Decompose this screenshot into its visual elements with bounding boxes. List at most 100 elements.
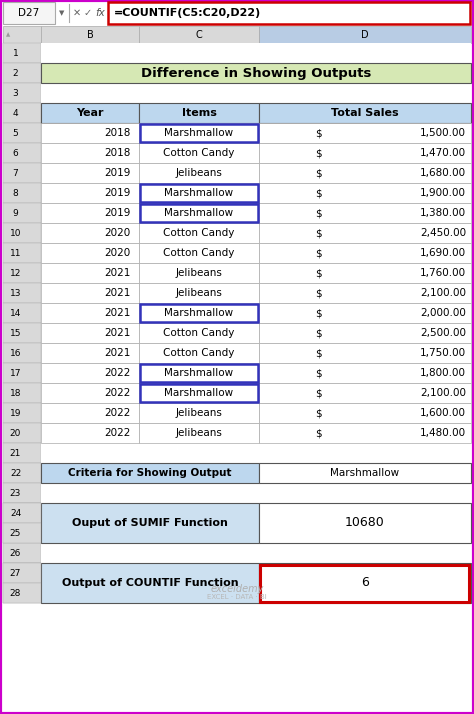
Text: 6: 6 [13,149,18,158]
Bar [140,184,258,202]
Bar [3,503,41,523]
Bar [41,523,471,543]
Text: 2018: 2018 [105,128,131,138]
Text: 27: 27 [10,568,21,578]
Bar [259,203,471,223]
Text: Difference in Showing Outputs: Difference in Showing Outputs [141,66,371,79]
Bar [259,323,471,343]
Bar [41,563,471,583]
Text: 19: 19 [10,408,21,418]
Bar [139,243,259,263]
Bar [41,423,139,443]
Text: 1: 1 [13,49,18,58]
Text: 22: 22 [10,468,21,478]
Text: 2,000.00: 2,000.00 [420,308,466,318]
Text: Marshmallow: Marshmallow [164,188,234,198]
Text: Cotton Candy: Cotton Candy [164,328,235,338]
Bar [41,543,471,563]
Text: 7: 7 [13,169,18,178]
Bar [41,363,471,383]
Text: 9: 9 [13,208,18,218]
Bar [140,384,258,402]
Bar [3,383,41,403]
Bar [140,304,258,322]
Bar [41,63,471,83]
Text: 18: 18 [10,388,21,398]
Bar [3,63,41,83]
Bar [41,243,471,263]
Bar [41,26,139,43]
Text: $: $ [315,408,322,418]
Bar [41,283,471,303]
Text: ✕: ✕ [73,8,81,18]
Text: 2021: 2021 [105,288,131,298]
Text: D27: D27 [18,8,40,18]
Bar [41,503,471,523]
Text: 1,900.00: 1,900.00 [420,188,466,198]
Text: 2,100.00: 2,100.00 [420,388,466,398]
Bar [139,323,259,343]
Text: 2: 2 [13,69,18,78]
Text: 11: 11 [10,248,21,258]
Bar [41,343,139,363]
Bar [3,183,41,203]
Bar [139,26,259,43]
Text: Items: Items [182,108,217,118]
Bar [41,363,139,383]
Bar [3,483,41,503]
Bar [3,543,41,563]
Bar [41,263,471,283]
Bar [259,243,471,263]
Bar [41,263,139,283]
Text: 28: 28 [10,588,21,598]
Text: ✓: ✓ [84,8,92,18]
Bar [3,583,41,603]
Bar [139,263,259,283]
Bar [41,383,139,403]
Text: 1,470.00: 1,470.00 [420,148,466,158]
Bar [41,103,139,123]
Text: 2019: 2019 [105,208,131,218]
Text: exceldemy: exceldemy [210,584,264,594]
Text: 21: 21 [10,448,21,458]
Bar [41,503,259,543]
Text: 1,380.00: 1,380.00 [420,208,466,218]
Text: $: $ [315,388,322,398]
Bar [41,183,139,203]
Bar [139,183,259,203]
Bar [3,563,41,583]
Bar [140,364,258,382]
Bar [41,403,139,423]
Text: Output of COUNTIF Function: Output of COUNTIF Function [62,578,238,588]
Text: 23: 23 [10,488,21,498]
Bar [41,163,139,183]
Text: 25: 25 [10,528,21,538]
Text: 4: 4 [13,109,18,118]
Bar [259,503,471,543]
Bar [139,303,259,323]
Bar [41,203,471,223]
Text: 1,800.00: 1,800.00 [420,368,466,378]
Bar [41,463,259,483]
Text: 2021: 2021 [105,348,131,358]
Bar [41,123,471,143]
Bar [139,223,259,243]
Text: 2021: 2021 [105,268,131,278]
Text: Marshmallow: Marshmallow [164,208,234,218]
Bar [3,423,41,443]
Bar [41,303,139,323]
Text: Marshmallow: Marshmallow [164,388,234,398]
Bar [3,303,41,323]
Bar [41,583,471,603]
Text: 1,760.00: 1,760.00 [420,268,466,278]
Text: $: $ [315,168,322,178]
Text: C: C [196,29,202,39]
Text: 24: 24 [10,508,21,518]
Text: Jelibeans: Jelibeans [175,168,222,178]
Bar [3,403,41,423]
Text: 1,480.00: 1,480.00 [420,428,466,438]
Bar [259,563,471,603]
Text: 2,450.00: 2,450.00 [420,228,466,238]
Bar [41,323,139,343]
Text: 2022: 2022 [105,388,131,398]
